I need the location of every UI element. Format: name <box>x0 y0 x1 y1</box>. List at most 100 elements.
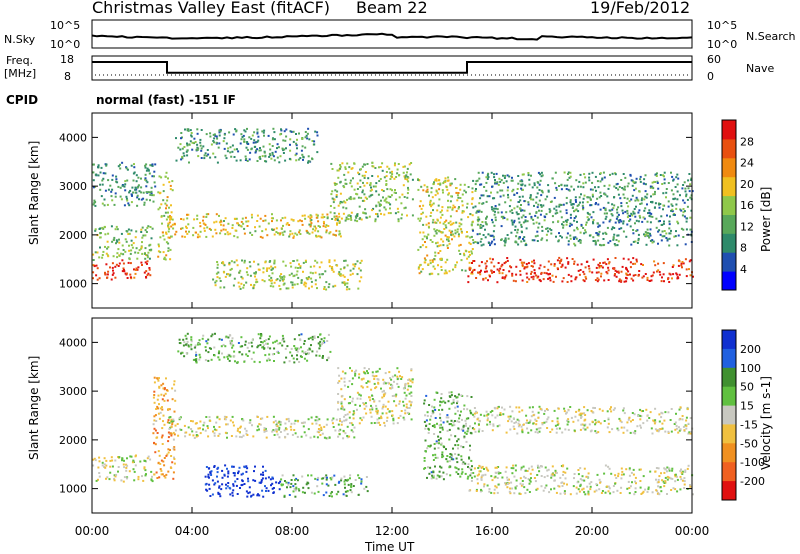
data-cell <box>680 468 682 471</box>
data-cell <box>303 431 306 434</box>
data-cell <box>238 435 241 438</box>
data-cell <box>301 491 304 494</box>
data-cell <box>317 235 320 238</box>
data-cell <box>586 196 589 199</box>
data-cell <box>445 271 448 274</box>
data-cell <box>226 436 228 439</box>
data-cell <box>450 233 453 236</box>
data-cell <box>196 128 199 131</box>
data-cell <box>262 471 264 474</box>
data-cell <box>470 250 473 253</box>
data-cell <box>657 485 660 488</box>
data-cell <box>207 473 210 476</box>
data-cell <box>609 408 612 411</box>
data-cell <box>518 201 520 203</box>
data-cell <box>477 171 480 174</box>
data-cell <box>511 487 514 490</box>
data-cell <box>490 206 493 209</box>
data-cell <box>329 477 332 479</box>
data-cell <box>118 254 121 257</box>
data-cell <box>244 130 247 133</box>
data-cell <box>336 222 338 225</box>
data-cell <box>493 406 496 409</box>
data-cell <box>335 215 338 218</box>
data-cell <box>547 468 550 471</box>
data-cell <box>307 215 310 218</box>
data-cell <box>370 388 373 391</box>
data-cell <box>626 216 629 219</box>
data-cell <box>159 236 162 239</box>
data-cell <box>340 400 343 403</box>
data-cell <box>565 412 567 415</box>
data-cell <box>380 212 382 215</box>
colorbar-tick-label: 4 <box>740 263 747 276</box>
data-cell <box>449 223 452 226</box>
data-cell <box>602 261 605 264</box>
data-cell <box>600 272 603 275</box>
data-cell <box>94 251 97 254</box>
data-cell <box>451 208 454 211</box>
data-cell <box>394 212 397 215</box>
data-cell <box>344 166 347 169</box>
data-cell <box>657 269 660 272</box>
data-cell <box>607 241 610 244</box>
data-cell <box>558 256 561 259</box>
data-cell <box>454 412 457 415</box>
data-cell <box>213 428 216 431</box>
data-cell <box>213 425 215 428</box>
data-cell <box>448 423 451 426</box>
data-cell <box>574 196 577 199</box>
data-cell <box>431 272 434 275</box>
data-cell <box>607 465 610 468</box>
data-cell <box>591 181 594 184</box>
data-cell <box>229 419 232 422</box>
data-cell <box>296 435 299 438</box>
data-cell <box>169 432 172 435</box>
data-cell <box>501 406 503 409</box>
data-cell <box>566 281 569 283</box>
data-cell <box>672 179 675 182</box>
data-cell <box>356 188 359 190</box>
data-cell <box>520 468 523 471</box>
data-cell <box>162 382 165 385</box>
data-cell <box>590 204 593 207</box>
data-cell <box>651 200 654 203</box>
data-cell <box>247 342 250 345</box>
data-cell <box>225 416 228 419</box>
data-cell <box>303 214 306 217</box>
data-cell <box>473 475 476 478</box>
data-cell <box>305 261 307 263</box>
data-cell <box>157 243 160 246</box>
data-cell <box>676 198 679 201</box>
data-cell <box>129 252 132 255</box>
data-cell <box>639 418 642 421</box>
data-cell <box>661 276 663 279</box>
data-cell <box>397 163 400 165</box>
data-cell <box>524 219 527 222</box>
data-cell <box>182 344 185 347</box>
data-cell <box>227 470 230 473</box>
data-cell <box>501 189 504 192</box>
data-cell <box>286 222 289 224</box>
data-cell <box>655 226 658 229</box>
data-cell <box>473 428 476 431</box>
data-cell <box>522 214 525 217</box>
data-cell <box>167 408 170 411</box>
data-cell <box>595 421 598 424</box>
data-cell <box>325 224 328 227</box>
data-cell <box>510 481 513 484</box>
data-cell <box>105 477 107 480</box>
data-cell <box>649 470 652 473</box>
data-cell <box>405 394 408 397</box>
data-cell <box>196 214 199 217</box>
data-cell <box>167 436 170 439</box>
data-cell <box>445 448 447 451</box>
data-cell <box>553 207 556 210</box>
data-cell <box>452 447 454 450</box>
data-cell <box>246 141 249 143</box>
data-cell <box>213 432 216 435</box>
data-cell <box>454 435 457 438</box>
data-cell <box>262 465 264 468</box>
data-cell <box>363 487 366 490</box>
data-cell <box>162 234 165 237</box>
